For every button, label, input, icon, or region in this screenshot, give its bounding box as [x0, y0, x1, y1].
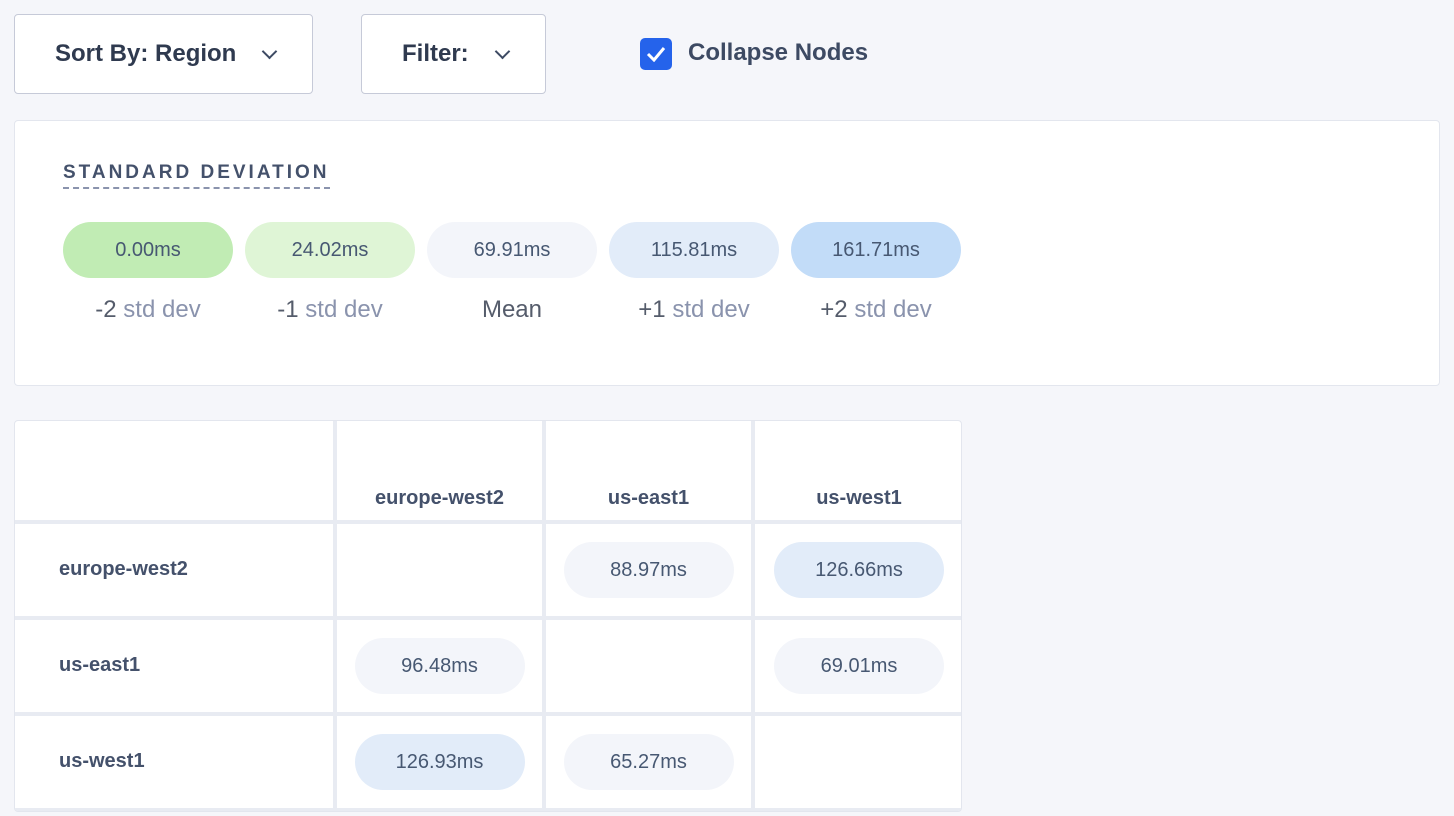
- std-dev-pill: 161.71ms: [791, 222, 961, 278]
- std-dev-label: +2 std dev: [791, 296, 961, 324]
- std-dev-label-suffix: std dev: [847, 296, 932, 323]
- std-dev-pill: 0.00ms: [63, 222, 233, 278]
- sort-by-dropdown[interactable]: Sort By: Region: [14, 14, 313, 94]
- std-dev-label-prefix: +2: [820, 296, 848, 323]
- divider: [15, 808, 961, 811]
- std-dev-label-suffix: std dev: [665, 296, 750, 323]
- row-header: europe-west2: [59, 558, 188, 580]
- latency-cell[interactable]: 96.48ms: [354, 638, 525, 694]
- latency-matrix: europe-west2 us-east1 us-west1 europe-west2…: [14, 420, 962, 812]
- standard-deviation-title[interactable]: STANDARD DEVIATION: [63, 162, 330, 189]
- std-dev-label: -2 std dev: [63, 296, 233, 324]
- std-dev-label-prefix: -2: [95, 296, 117, 323]
- standard-deviation-legend: STANDARD DEVIATION 0.00ms -2 std dev 24.02…: [14, 120, 1440, 386]
- std-dev-label: Mean: [427, 296, 597, 324]
- filter-dropdown[interactable]: Filter:: [361, 14, 546, 94]
- std-dev-label: -1 std dev: [245, 296, 415, 324]
- latency-cell[interactable]: 88.97ms: [563, 542, 734, 598]
- column-header: europe-west2: [375, 487, 504, 509]
- std-dev-pill: 115.81ms: [609, 222, 779, 278]
- column-header: us-east1: [607, 487, 690, 509]
- chevron-down-icon: [262, 43, 278, 59]
- divider: [15, 616, 961, 620]
- checkmark-icon: [646, 47, 666, 62]
- divider: [15, 520, 961, 524]
- latency-cell[interactable]: 69.01ms: [774, 638, 944, 694]
- sort-by-label: Sort By: Region: [55, 40, 237, 67]
- collapse-nodes-label[interactable]: Collapse Nodes: [688, 39, 869, 66]
- chevron-down-icon: [494, 43, 510, 59]
- std-dev-pill: 24.02ms: [245, 222, 415, 278]
- collapse-nodes-checkbox[interactable]: [640, 38, 672, 70]
- latency-cell[interactable]: 126.93ms: [354, 734, 525, 790]
- std-dev-label-suffix: std dev: [116, 296, 201, 323]
- column-header: us-west1: [816, 487, 902, 509]
- divider: [15, 712, 961, 716]
- row-header: us-west1: [59, 750, 145, 772]
- latency-cell[interactable]: 65.27ms: [563, 734, 734, 790]
- std-dev-label-prefix: +1: [638, 296, 666, 323]
- latency-cell[interactable]: 126.66ms: [774, 542, 944, 598]
- std-dev-label: +1 std dev: [609, 296, 779, 324]
- std-dev-label-prefix: -1: [277, 296, 299, 323]
- std-dev-pill: 69.91ms: [427, 222, 597, 278]
- filter-label: Filter:: [402, 40, 469, 67]
- std-dev-label-prefix: Mean: [481, 296, 543, 323]
- std-dev-label-suffix: std dev: [298, 296, 383, 323]
- row-header: us-east1: [59, 654, 141, 676]
